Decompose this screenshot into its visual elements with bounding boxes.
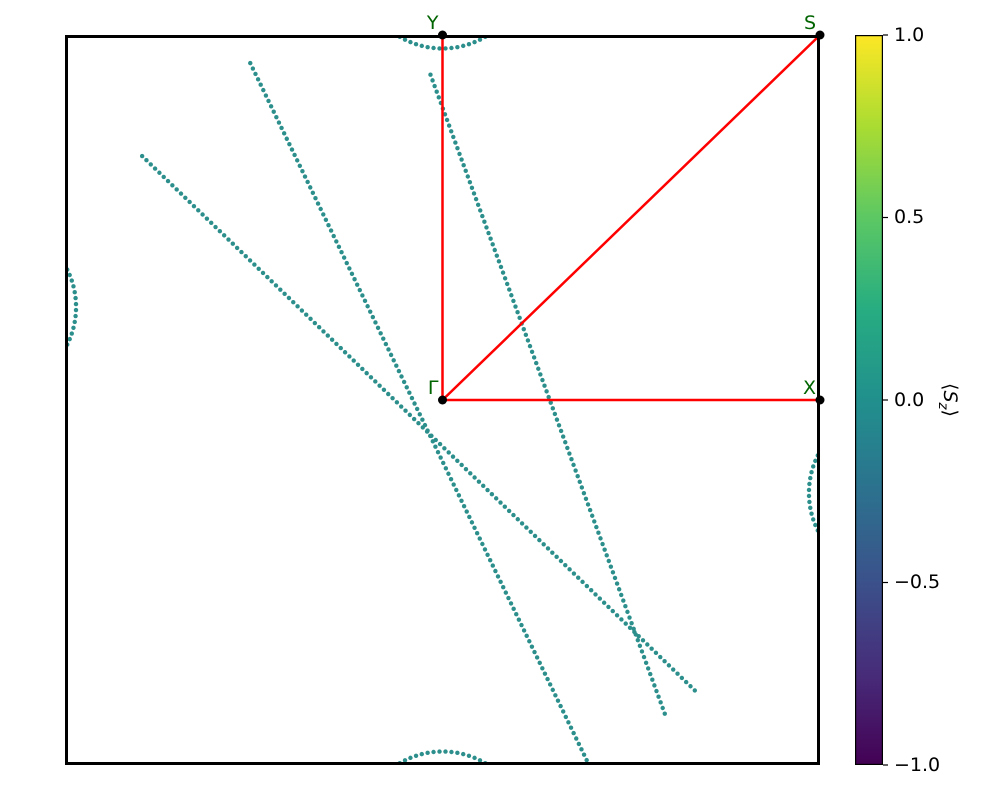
colorbar-tick-label: −1.0 [894, 754, 940, 776]
colorbar [855, 35, 883, 765]
symmetry-label: Γ [428, 377, 439, 399]
colorbar-tick-label: 0.5 [894, 206, 924, 228]
main-plot: ΓXSY [65, 35, 820, 765]
bz-path [443, 35, 821, 400]
colorbar-title: ⟨Sz⟩ [935, 383, 961, 417]
colorbar-svg [855, 35, 883, 765]
colorbar-tick-label: 0.0 [894, 389, 924, 411]
colorbar-tick-label: 1.0 [894, 24, 924, 46]
symmetry-points: Γ X S Y [426, 12, 825, 405]
symmetry-label: S [804, 12, 816, 34]
symmetry-label: Y [426, 12, 439, 34]
colorbar-gradient [855, 35, 883, 765]
figure: Γ X S Y ⟨Sz⟩ −1.0 −0.5 0.0 0.5 1.0 [0, 0, 1000, 800]
colorbar-tick-label: −0.5 [894, 571, 940, 593]
symmetry-label: X [803, 377, 816, 399]
